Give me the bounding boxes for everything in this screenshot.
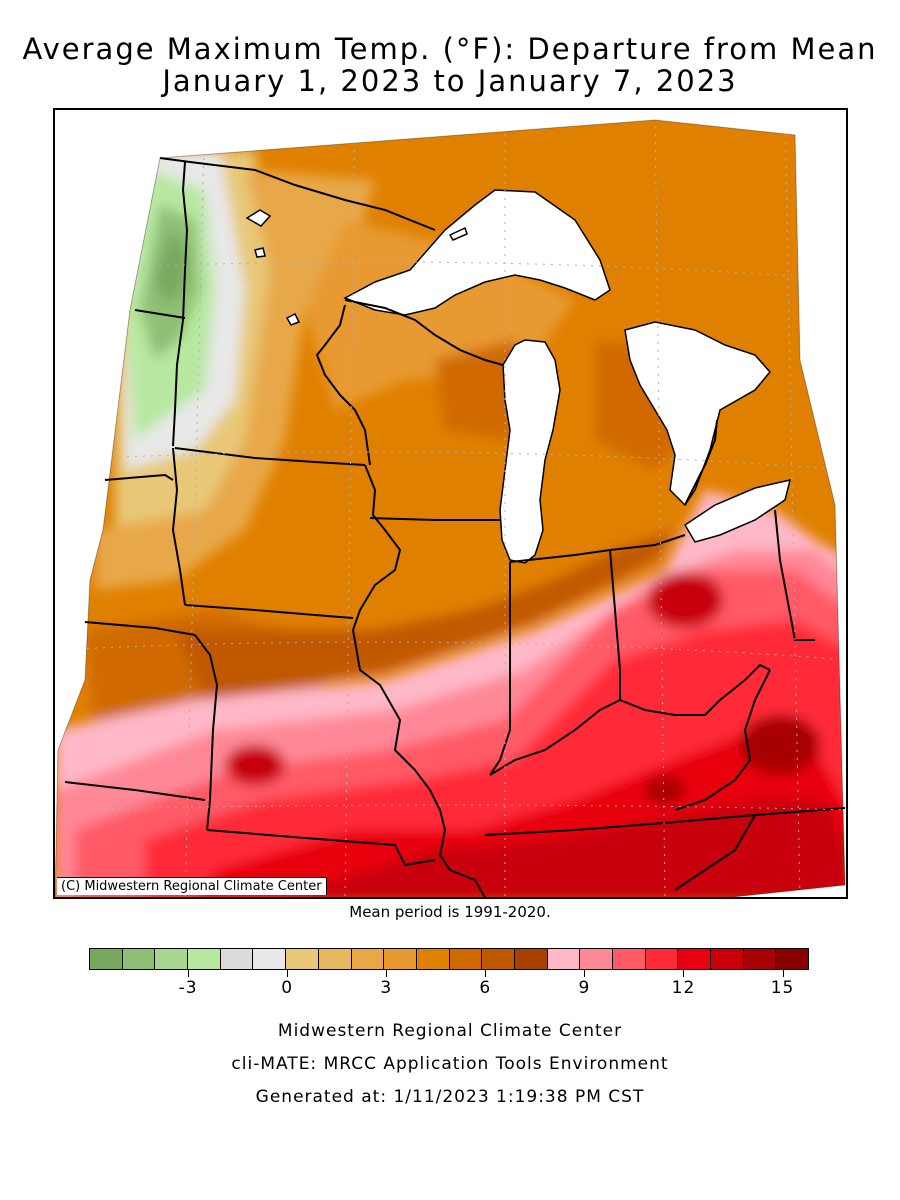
legend-swatch (678, 949, 712, 969)
legend-swatch (613, 949, 646, 969)
footer-tool: cli-MATE: MRCC Application Tools Environ… (231, 1054, 669, 1074)
legend-swatch (351, 949, 385, 969)
legend-swatch (286, 949, 319, 969)
map-panel: (C) Midwestern Regional Climate Center (53, 108, 848, 899)
legend-tick (782, 970, 784, 977)
legend-swatch (122, 949, 156, 969)
legend-tick-label: 3 (380, 978, 393, 998)
legend-swatch (416, 949, 450, 969)
legend-tick (287, 970, 289, 977)
legend-tick (188, 970, 190, 977)
legend-swatch (711, 949, 744, 969)
legend-swatch (743, 949, 777, 969)
legend-tick (683, 970, 685, 977)
legend-swatch (776, 949, 809, 969)
lat-lon-grid (55, 120, 845, 897)
legend-tick-label: 6 (479, 978, 492, 998)
legend-swatch (547, 949, 581, 969)
legend-swatch (318, 949, 352, 969)
legend-ticks: -3 0 3 6 9 12 15 (89, 970, 809, 1000)
legend-swatch (645, 949, 679, 969)
anomaly-shading (55, 120, 845, 897)
temperature-anomaly-map (55, 119, 846, 897)
legend-tick (485, 970, 487, 977)
legend-tick (386, 970, 388, 977)
legend-tick-label: 12 (671, 978, 696, 998)
legend-swatch (514, 949, 548, 969)
map-title: Average Maximum Temp. (°F): Departure fr… (22, 32, 878, 66)
legend-swatch (482, 949, 515, 969)
copyright-label: (C) Midwestern Regional Climate Center (57, 877, 327, 895)
legend-swatch (220, 949, 254, 969)
legend-swatch (384, 949, 417, 969)
legend-swatch (90, 949, 123, 969)
map-date-range: January 1, 2023 to January 7, 2023 (162, 64, 738, 98)
mean-period-note: Mean period is 1991-2020. (349, 903, 551, 921)
legend-tick (584, 970, 586, 977)
legend-tick-label: -3 (178, 978, 198, 998)
footer-organization: Midwestern Regional Climate Center (277, 1021, 623, 1041)
legend-tick-label: 15 (770, 978, 795, 998)
legend-swatch (188, 949, 221, 969)
legend-swatch (580, 949, 613, 969)
region-outline (55, 119, 846, 897)
color-legend (89, 948, 809, 970)
legend-swatch (155, 949, 189, 969)
legend-tick-label: 9 (578, 978, 591, 998)
legend-tick-label: 0 (281, 978, 294, 998)
footer-timestamp: Generated at: 1/11/2023 1:19:38 PM CST (255, 1087, 645, 1107)
legend-swatch (253, 949, 287, 969)
state-borders (64, 157, 846, 897)
legend-swatch (449, 949, 483, 969)
